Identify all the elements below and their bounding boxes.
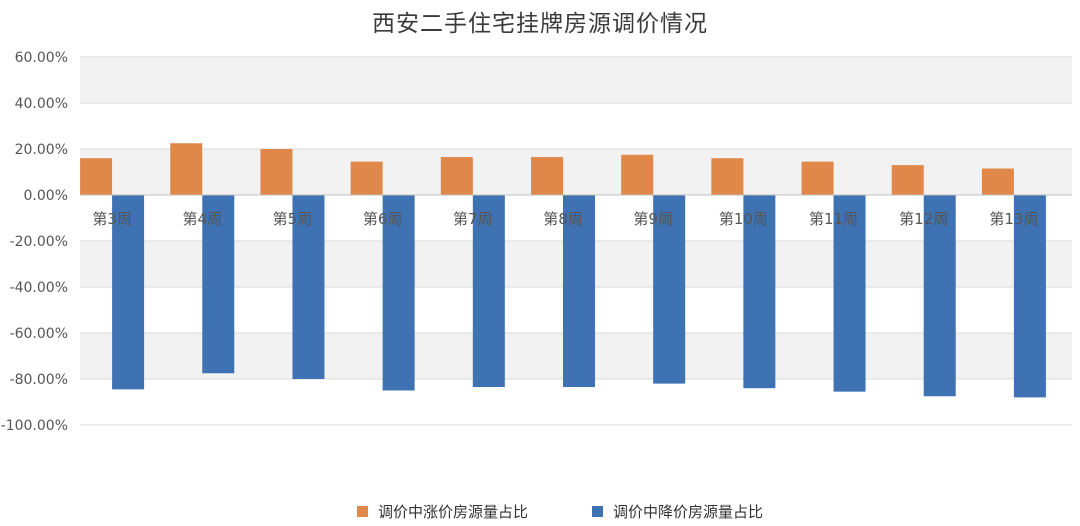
y-tick-label: -60.00% [10,326,68,342]
chart-title: 西安二手住宅挂牌房源调价情况 [372,11,708,37]
x-tick-label: 第5周 [273,210,313,228]
bar-rise [621,154,654,195]
bar-rise [170,143,203,195]
x-tick-label: 第8周 [543,210,583,228]
bar-fall [1013,195,1046,398]
bar-rise [531,157,563,195]
y-tick-label: 40.00% [15,96,68,112]
x-tick-label: 第6周 [363,210,403,228]
x-tick-label: 第11周 [809,210,858,228]
x-tick-label: 第10周 [719,210,768,228]
bar-rise [80,158,113,195]
y-tick-label: 60.00% [15,50,68,66]
bar-fall [923,195,956,397]
legend: 调价中涨价房源量占比 调价中降价房源量占比 [0,501,1080,522]
bar-rise [891,165,924,195]
x-tick-label: 第3周 [92,210,132,228]
bar-fall [833,195,866,392]
bar-fall [472,195,505,388]
bar-fall [382,195,415,391]
bar-fall [112,195,145,390]
grid-band [80,103,1072,149]
bar-rise [711,158,744,195]
x-tick-label: 第13周 [989,210,1038,228]
y-tick-label: 0.00% [24,188,68,204]
y-tick-label: -100.00% [1,418,68,434]
bar-rise [801,161,834,195]
legend-label-rise: 调价中涨价房源量占比 [377,503,528,521]
grid-band [80,57,1072,103]
y-tick-label: -20.00% [10,234,68,250]
bar-rise [350,161,383,195]
bar-rise [260,149,293,195]
bar-fall [563,195,595,388]
bar-fall [743,195,776,389]
bar-rise [981,168,1014,195]
bar-fall [653,195,686,384]
y-tick-label: 20.00% [15,142,68,158]
bar-fall [292,195,325,379]
x-tick-label: 第4周 [182,210,222,228]
x-tick-label: 第7周 [453,210,493,228]
y-tick-label: -40.00% [10,280,68,296]
legend-swatch-fall [592,506,603,517]
x-tick-label: 第9周 [633,210,673,228]
plot-area: 60.00% 40.00% 20.00% 0.00% -20.00% -40.00% -60… [1,50,1072,434]
legend-item-rise: 调价中涨价房源量占比 [317,501,528,522]
y-tick-label: -80.00% [10,372,68,388]
x-tick-label: 第12周 [899,210,948,228]
legend-label-fall: 调价中降价房源量占比 [613,503,764,521]
legend-item-fall: 调价中降价房源量占比 [552,501,763,522]
legend-swatch-rise [356,506,368,517]
bar-rise [440,157,473,195]
bar-fall [202,195,235,374]
